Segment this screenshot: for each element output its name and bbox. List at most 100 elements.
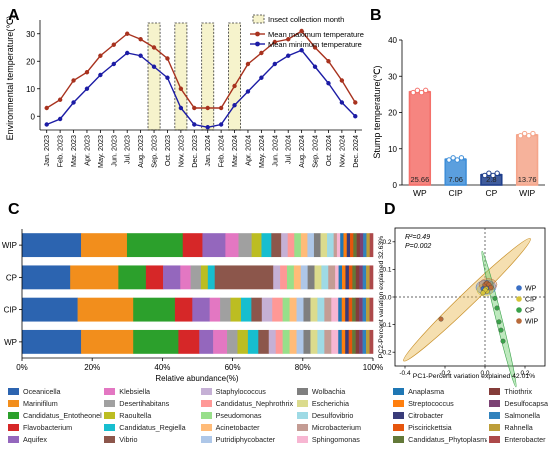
stump-replicate-point (410, 89, 416, 96)
abundance-segment (22, 233, 82, 258)
panel-a-label: A (8, 7, 20, 24)
abundance-segment (369, 297, 374, 322)
abundance-segment (307, 265, 315, 290)
legend-genus-item: Rahnella (489, 421, 548, 433)
a-xtick-label: Jun. 2023 (109, 135, 118, 167)
max-point (286, 37, 291, 42)
max-point (353, 100, 358, 105)
legend-genus-label: Pseudomonas (215, 410, 262, 420)
legend-insect-swatch (252, 14, 265, 24)
legend-genus-label: Raoultella (119, 410, 152, 420)
panel-c-x-label: Relative abundance(%) (155, 374, 238, 383)
stump-replicate-point (446, 157, 452, 163)
abundance-segment (331, 329, 339, 354)
legend-genus-item: Klebsiella (104, 385, 198, 397)
legend-genus-item: Escherichia (296, 397, 391, 409)
b-ytick-label: 20 (388, 109, 397, 118)
max-point (151, 45, 157, 50)
panel-d: D -0.4 -0.2 0.0 0.2 0.2 0.1 0.0 -0.1 -0.2 WP CIP CP… (378, 201, 546, 388)
legend-genus-swatch (8, 387, 19, 395)
legend-genus-swatch (200, 423, 212, 431)
legend-genus-item: Candidatus_Regiella (104, 421, 198, 433)
d-ytick-label: -0.2 (380, 350, 392, 357)
legend-genus-swatch (8, 423, 19, 431)
legend-genus-swatch (200, 435, 212, 443)
abundance-segment (22, 329, 82, 354)
abundance-segment (200, 265, 209, 290)
abundance-segment (359, 265, 363, 290)
min-point (178, 105, 184, 111)
abundance-segment (369, 329, 374, 354)
abundance-segment (22, 297, 78, 322)
legend-genus-swatch (8, 435, 19, 443)
legend-genus-label: Candidatus_Regiella (119, 422, 186, 432)
abundance-segment (268, 329, 276, 354)
panel-b-bars: 25.66 WP 7.06 CIP 2.8 CP 13.76 WIP (408, 87, 539, 198)
legend-genus-swatch (104, 399, 116, 407)
legend-genus-item: Desertihabitans (104, 397, 198, 409)
stump-value-label: 2.8 (486, 175, 496, 184)
abundance-segment (320, 233, 328, 258)
pcoa-point-cp (500, 338, 506, 344)
legend-genus-item: Enterobacter (489, 433, 548, 445)
legend-min-marker (255, 41, 260, 47)
abundance-segment (307, 233, 315, 258)
abundance-segment (359, 297, 363, 322)
legend-genus-label: Candidatus_Nephrothrix (215, 398, 294, 408)
abundance-segment (247, 329, 259, 354)
max-point (312, 45, 318, 50)
abundance-segment (293, 265, 302, 290)
max-point (178, 86, 184, 91)
legend-genus-item: Staphylococcus (200, 385, 295, 397)
abundance-segment (190, 265, 202, 290)
abundance-segment (342, 265, 346, 290)
abundance-segment (359, 329, 363, 354)
legend-genus-item: Putridiphycobacter (200, 433, 295, 445)
legend-genus-item: Sphingomonas (296, 433, 391, 445)
legend-genus-label: Desulfovibrio (311, 410, 354, 420)
stump-replicate-point (458, 155, 465, 161)
abundance-segment (335, 265, 339, 290)
abundance-segment (261, 233, 272, 258)
min-point (218, 122, 224, 127)
a-xtick-label: Aug. 2023 (136, 135, 145, 168)
stump-category-label: WP (413, 188, 427, 198)
d-legend-label: CIP (525, 297, 537, 304)
legend-max-marker (255, 31, 260, 37)
panel-c-label: C (8, 201, 20, 218)
max-point (165, 56, 170, 61)
legend-genus-swatch (393, 423, 405, 431)
panel-c-stacked-bars (22, 233, 374, 354)
abundance-segment (353, 233, 357, 258)
legend-genus-item: Candidatus_Nephrothrix (200, 397, 295, 409)
stump-replicate-point (454, 157, 460, 163)
legend-genus-swatch (200, 399, 212, 407)
min-point (111, 61, 116, 67)
min-point (326, 81, 331, 86)
c-category-label: WP (4, 338, 17, 347)
c-category-label: WIP (2, 241, 17, 250)
legend-genus-label: Desulfocapsa (504, 398, 548, 408)
max-point (44, 105, 49, 111)
abundance-segment (369, 265, 374, 290)
abundance-segment (362, 265, 367, 290)
min-point (192, 122, 197, 127)
c-xtick-label: 80% (295, 363, 311, 372)
d-xtick-label: 0.0 (480, 370, 489, 377)
max-point (218, 105, 224, 111)
abundance-segment (230, 297, 242, 322)
abundance-segment (178, 329, 200, 354)
min-point (232, 103, 237, 108)
abundance-segment (199, 329, 214, 354)
legend-genus-label: Enterobacter (504, 434, 546, 444)
abundance-segment (362, 329, 367, 354)
legend-genus-item: Salmonella (489, 409, 548, 421)
legend-max-label: Mean maximum temperature (268, 30, 364, 39)
legend-genus-label: Microbacterium (311, 422, 361, 432)
abundance-segment (363, 233, 367, 258)
stump-replicate-point (486, 170, 492, 176)
abundance-segment (280, 265, 288, 290)
panel-d-y-label: PC2-Percent variation explained 32.63% (378, 236, 385, 358)
a-ytick-label: 10 (26, 85, 35, 94)
min-point (259, 75, 264, 80)
